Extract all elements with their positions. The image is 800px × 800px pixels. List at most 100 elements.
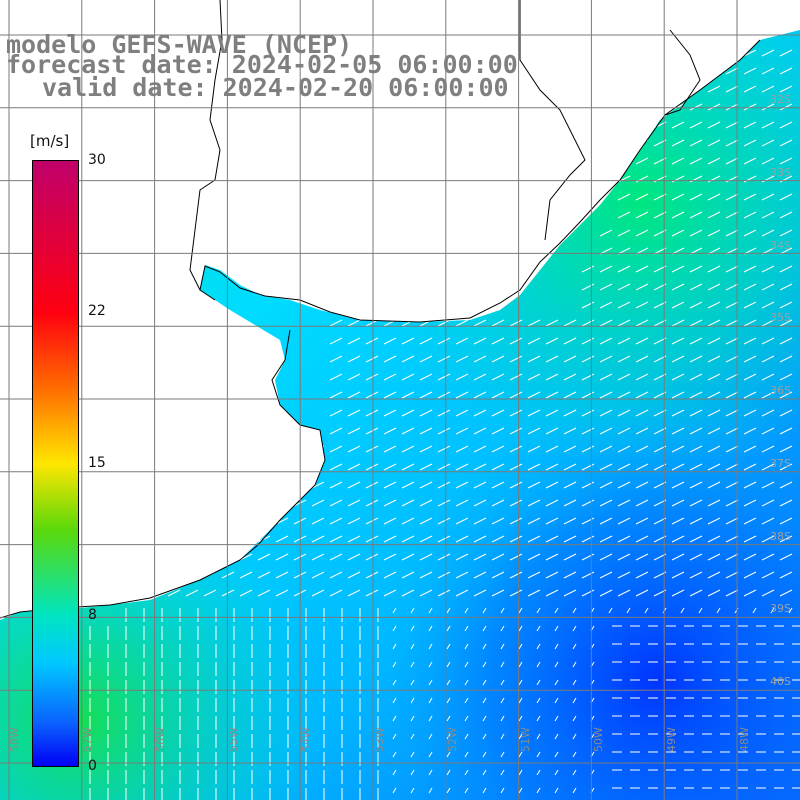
wind-arrow (365, 373, 379, 381)
wind-arrow (464, 679, 469, 686)
wind-arrow (563, 553, 577, 561)
wind-arrow (743, 517, 757, 525)
wind-arrow (635, 373, 649, 381)
wind-arrow (563, 535, 577, 543)
wind-arrow (383, 589, 397, 597)
wind-arrow (455, 463, 469, 471)
wind-arrow (599, 301, 613, 309)
wind-arrow (743, 229, 757, 237)
wind-arrow (725, 499, 739, 507)
wind-arrow (455, 499, 469, 507)
wind-arrow (509, 337, 523, 345)
wind-arrow (509, 373, 523, 381)
wind-arrow (635, 589, 649, 597)
wind-arrow (743, 589, 757, 597)
wind-arrow (518, 715, 523, 722)
wind-arrow (527, 319, 541, 327)
wind-arrow (581, 265, 595, 273)
wind-arrow (617, 301, 631, 309)
wind-arrow (743, 157, 757, 165)
wind-arrow (644, 607, 649, 614)
wind-arrow (707, 499, 721, 507)
wind-arrow (779, 193, 793, 201)
wind-arrow (491, 463, 505, 471)
wind-arrow (464, 625, 469, 632)
wind-arrow (725, 463, 739, 471)
wind-arrow (257, 571, 271, 579)
wind-arrow (671, 265, 685, 273)
wind-arrow (473, 499, 487, 507)
wind-arrow (617, 499, 631, 507)
wind-arrow (473, 337, 487, 345)
wind-arrow (446, 607, 451, 614)
wind-arrow (257, 481, 271, 489)
wind-arrow (527, 571, 541, 579)
lon-label-50w: 50W (592, 727, 605, 752)
wind-arrow (518, 787, 523, 794)
wind-arrow (761, 103, 775, 111)
wind-arrow (257, 589, 271, 597)
wind-arrow (365, 481, 379, 489)
wind-arrow (275, 499, 289, 507)
wind-arrow (743, 67, 757, 75)
wind-arrow (491, 589, 505, 597)
wind-arrow (743, 427, 757, 435)
wind-arrow (779, 391, 793, 399)
wind-arrow (545, 571, 559, 579)
wind-arrow (257, 553, 271, 561)
wind-arrow (221, 589, 235, 597)
wind-arrow (482, 697, 487, 704)
wind-arrow (365, 445, 379, 453)
wind-arrow (599, 373, 613, 381)
wind-arrow (563, 337, 577, 345)
wind-arrow (779, 157, 793, 165)
wind-arrow (617, 265, 631, 273)
wind-arrow (419, 445, 433, 453)
wind-arrow (689, 283, 703, 291)
wind-arrow (500, 787, 505, 794)
wind-arrow (563, 499, 577, 507)
lon-label-58w: 58W (8, 727, 21, 752)
wind-arrow (410, 769, 415, 776)
wind-arrow (563, 409, 577, 417)
wind-arrow (464, 643, 469, 650)
wind-arrow (617, 373, 631, 381)
wind-arrow (401, 553, 415, 561)
wind-arrow (779, 319, 793, 327)
wind-arrow (437, 553, 451, 561)
wind-arrow (527, 463, 541, 471)
wind-arrow (518, 607, 523, 614)
lat-label-34s: 34S (770, 239, 791, 252)
wind-arrow (545, 319, 559, 327)
wind-arrow (473, 463, 487, 471)
wind-arrow (761, 121, 775, 129)
wind-arrow (410, 751, 415, 758)
wind-arrow (779, 535, 793, 543)
wind-arrow (743, 103, 757, 111)
wind-arrow (239, 589, 253, 597)
wind-arrow (725, 319, 739, 327)
wind-arrow (536, 787, 541, 794)
wind-arrow (689, 589, 703, 597)
wind-arrow (545, 535, 559, 543)
wind-arrow (617, 337, 631, 345)
wind-arrow (743, 265, 757, 273)
wind-arrow (617, 319, 631, 327)
wind-arrow (680, 607, 685, 614)
wind-arrow (707, 481, 721, 489)
wind-arrow (410, 607, 415, 614)
wind-arrow (554, 607, 559, 614)
wind-arrow (311, 499, 325, 507)
wind-arrow (779, 589, 793, 597)
wind-arrow (671, 301, 685, 309)
wind-arrow (383, 499, 397, 507)
wind-arrow (428, 679, 433, 686)
wind-arrow (554, 787, 559, 794)
wind-arrow (464, 769, 469, 776)
wind-arrow (401, 463, 415, 471)
lon-label-54w: 54W (300, 727, 313, 752)
wind-arrow (554, 751, 559, 758)
wind-arrow (473, 355, 487, 363)
wind-arrow (383, 373, 397, 381)
lat-label-40s: 40S (770, 675, 791, 688)
